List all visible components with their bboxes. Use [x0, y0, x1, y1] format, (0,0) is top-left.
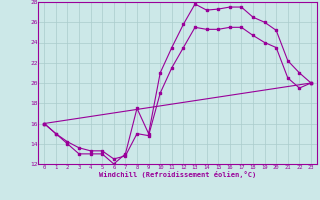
X-axis label: Windchill (Refroidissement éolien,°C): Windchill (Refroidissement éolien,°C)	[99, 171, 256, 178]
